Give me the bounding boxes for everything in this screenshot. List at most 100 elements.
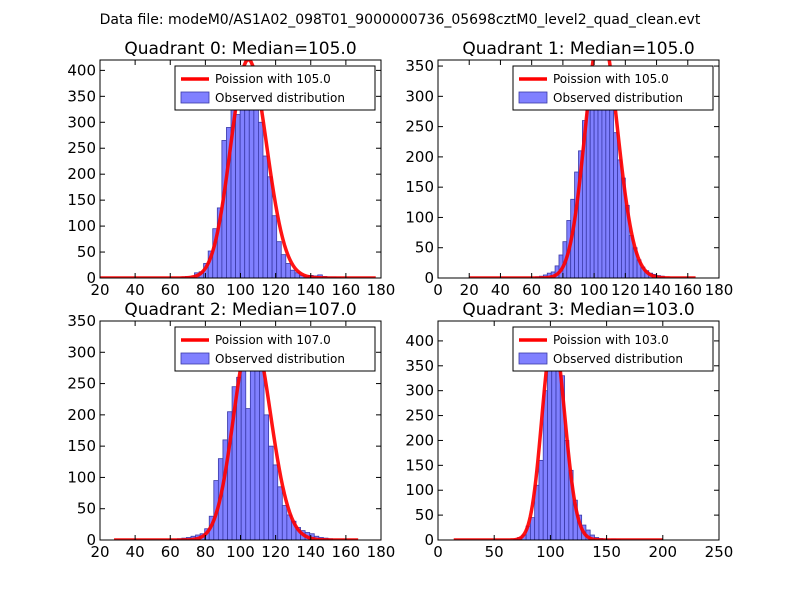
legend-bar-swatch [518,352,548,365]
histogram-bar [249,351,256,540]
x-tick-label: 160 [332,543,361,561]
y-tick-label: 150 [67,437,96,455]
histogram-bar [245,408,251,540]
quadrant-3-chart: 0 50 100 150 200 250 0 50 100 150 200 250 300 350 400 Q… [405,300,733,561]
y-tick-label: 200 [67,406,96,424]
y-tick-label: 350 [405,357,434,375]
legend-label-poisson: Poission with 105.0 [215,72,331,86]
histogram-bar [267,176,273,278]
y-tick-label: 150 [67,191,96,209]
x-tick-label: 60 [522,281,541,299]
x-tick-label: 60 [161,281,180,299]
quadrant-2-plot-area [114,329,359,540]
histogram-bar [272,464,279,540]
y-tick-label: 0 [424,531,434,549]
y-tick-label: 300 [405,382,434,400]
x-tick-label: 50 [485,543,504,561]
y-tick-label: 250 [67,139,96,157]
quadrant-0-plot-area [100,60,376,278]
y-tick-label: 350 [67,87,96,105]
legend-label-poisson: Poission with 107.0 [215,333,331,347]
histogram-bar [280,254,287,278]
x-tick-label: 20 [90,281,109,299]
histogram-bar [538,459,544,540]
x-tick-label: 0 [433,281,443,299]
x-tick-label: 100 [580,281,609,299]
axes-frame [437,59,720,279]
histogram-bar [617,159,622,278]
x-tick-label: 40 [126,543,145,561]
quadrant-1-title: Quadrant 1: Median=105.0 [462,39,694,59]
histogram-bar [276,241,282,278]
x-tick-label: 120 [611,281,640,299]
legend: Poission with 105.0 Observed distribution [174,65,376,111]
quadrant-2-chart: 20 40 60 80 100 120 140 160 180 0 50 100 150 200 250 30… [67,300,395,561]
y-tick-label: 350 [67,312,96,330]
x-tick-label: 140 [642,281,671,299]
legend-label-observed: Observed distribution [215,91,345,105]
legend-box [512,65,714,111]
histogram-bar [271,215,278,278]
x-tick-label: 140 [296,543,325,561]
legend-label-observed: Observed distribution [553,352,683,366]
histogram-bar [281,505,288,540]
legend-label-poisson: Poission with 103.0 [553,333,669,347]
x-tick-label: 20 [460,281,479,299]
y-tick-label: 100 [67,217,96,235]
y-tick-label: 250 [405,118,434,136]
histogram-bar [263,414,270,540]
y-tick-label: 100 [405,481,434,499]
poisson-curve [114,329,359,540]
y-tick-label: 200 [405,431,434,449]
legend-bar-swatch [518,91,548,104]
y-tick-label: 50 [77,243,96,261]
x-tick-label: 100 [226,543,255,561]
y-tick-label: 400 [405,332,434,350]
histogram-bar [613,132,618,278]
poisson-curve [469,60,696,278]
axes-frame [437,320,720,541]
histogram-bar [289,269,296,278]
y-tick-label: 250 [67,375,96,393]
legend: Poission with 105.0 Observed distribution [512,65,714,111]
quadrant-2-title: Quadrant 2: Median=107.0 [124,300,356,320]
y-tick-label: 50 [415,239,434,257]
x-tick-label: 200 [648,543,677,561]
x-tick-label: 180 [367,543,396,561]
x-tick-label: 100 [536,543,565,561]
y-tick-label: 400 [67,61,96,79]
y-tick-label: 0 [86,269,96,287]
legend: Poission with 107.0 Observed distribution [174,326,376,372]
y-tick-label: 50 [77,500,96,518]
histogram-bar [262,155,268,278]
histogram-bar [277,486,283,540]
y-tick-label: 300 [67,113,96,131]
y-tick-label: 350 [405,57,434,75]
y-tick-label: 150 [405,456,434,474]
histogram-bar [258,121,264,278]
x-tick-label: 80 [196,543,215,561]
y-tick-label: 250 [405,407,434,425]
y-tick-label: 0 [86,531,96,549]
x-tick-label: 160 [332,281,361,299]
x-tick-label: 150 [592,543,621,561]
x-tick-label: 180 [705,281,734,299]
y-tick-label: 150 [405,178,434,196]
legend: Poission with 103.0 Observed distribution [512,326,714,372]
y-tick-label: 200 [67,165,96,183]
y-tick-label: 300 [405,87,434,105]
x-tick-label: 250 [705,543,734,561]
figure-title: Data file: modeM0/AS1A02_098T01_90000007… [100,12,701,28]
y-tick-label: 100 [405,208,434,226]
x-tick-label: 80 [553,281,572,299]
quadrant-3-title: Quadrant 3: Median=103.0 [462,300,694,320]
histogram-bar [240,370,247,540]
y-tick-label: 100 [67,468,96,486]
histogram-bar [254,351,260,540]
histogram-bar [248,85,255,278]
legend-label-observed: Observed distribution [215,352,345,366]
x-tick-label: 60 [161,543,180,561]
quadrant-0-chart: 20 40 60 80 100 120 140 160 180 0 50 100 150 200 250 30… [67,39,395,299]
x-tick-label: 160 [673,281,702,299]
